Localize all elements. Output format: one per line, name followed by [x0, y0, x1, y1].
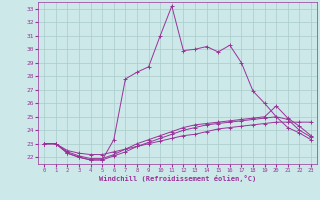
X-axis label: Windchill (Refroidissement éolien,°C): Windchill (Refroidissement éolien,°C)	[99, 175, 256, 182]
